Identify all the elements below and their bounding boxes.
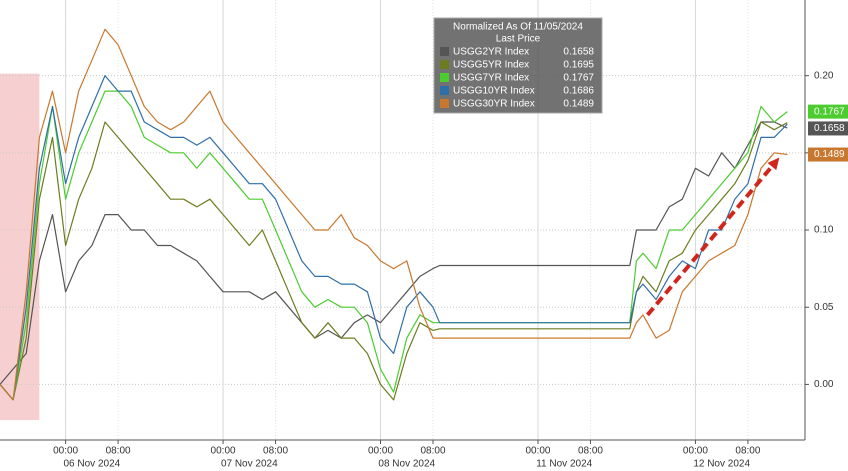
legend-label: USGG2YR Index [453,47,529,58]
last-value-tag [808,121,848,136]
x-date-label: 11 Nov 2024 [536,459,592,470]
series-line [0,28,788,401]
last-value-tag [808,147,848,162]
legend-swatch [440,73,449,82]
x-date-label: 08 Nov 2024 [378,459,435,470]
y-tick-label: 0.00 [814,379,834,390]
legend-swatch [440,99,449,108]
legend-title: Normalized As Of 11/05/2024 [453,22,583,33]
legend-swatch [440,60,449,69]
series-line [0,75,788,401]
legend-swatch [440,47,449,56]
x-date-label: 12 Nov 2024 [693,459,750,470]
y-tick-label: 0.20 [814,70,834,81]
x-tick-label: 08:00 [263,446,288,457]
x-tick-label: 00:00 [683,446,708,457]
last-value-tag [808,104,848,119]
trend-arrow [646,163,776,317]
legend-value: 0.1686 [563,86,594,97]
series-line [0,121,788,401]
foreground-layer: 0.1658 0.1767 0.1489 Normalized As Of 11/05… [433,17,848,317]
x-tick-label: 00:00 [525,446,550,457]
x-tick-label: 08:00 [106,446,131,457]
lines-layer [0,28,788,401]
legend-label: USGG7YR Index [453,73,529,84]
x-tick-label: 00:00 [368,446,393,457]
x-tick-label: 00:00 [53,446,78,457]
x-tick-label: 00:00 [211,446,236,457]
legend-subtitle: Last Price [496,34,541,45]
y-tick-label: 0.10 [814,225,834,236]
series-line [0,90,788,401]
last-value-label: 0.1767 [814,106,845,117]
arrow-head [767,157,780,171]
last-value-label: 0.1658 [814,123,845,134]
legend-label: USGG10YR Index [453,86,535,97]
legend-value: 0.1767 [563,73,594,84]
legend-label: USGG5YR Index [453,60,529,71]
y-tick-label: 0.05 [814,302,834,313]
x-tick-label: 08:00 [735,446,760,457]
legend-box [433,17,603,114]
x-date-label: 07 Nov 2024 [221,459,278,470]
legend-value: 0.1658 [563,47,594,58]
x-tick-label: 08:00 [420,446,445,457]
legend-value: 0.1695 [563,60,594,71]
x-date-label: 06 Nov 2024 [63,459,120,470]
legend-value: 0.1489 [563,99,594,110]
legend-label: USGG30YR Index [453,99,535,110]
x-tick-label: 08:00 [578,446,603,457]
last-value-label: 0.1489 [814,149,845,160]
legend-swatch [440,86,449,95]
